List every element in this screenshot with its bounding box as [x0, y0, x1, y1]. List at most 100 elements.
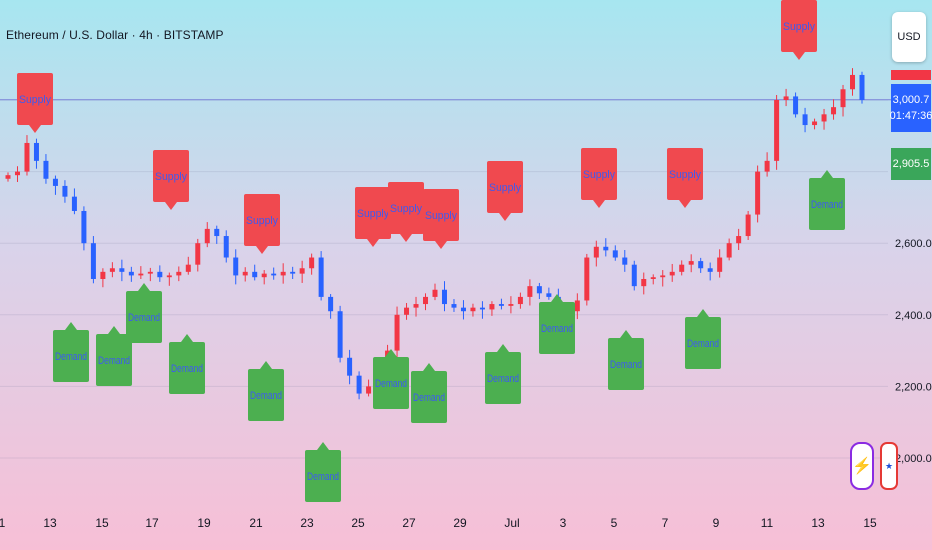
- currency-button[interactable]: USD: [892, 12, 926, 62]
- supply-label[interactable]: Supply: [355, 187, 391, 247]
- x-tick-label: 23: [300, 516, 314, 530]
- lightning-logo-icon[interactable]: ⚡: [850, 442, 874, 490]
- supply-label[interactable]: Supply: [388, 182, 424, 242]
- candle-body: [726, 243, 732, 258]
- demand-label[interactable]: Demand: [411, 363, 447, 423]
- candle-body: [660, 275, 666, 278]
- candle-body: [33, 142, 39, 161]
- demand-label-text: Demand: [487, 373, 519, 385]
- demand-label[interactable]: Demand: [305, 442, 341, 502]
- candle-body: [404, 307, 410, 315]
- demand-label[interactable]: Demand: [485, 344, 521, 404]
- candle-body: [641, 279, 647, 287]
- demand-label[interactable]: Demand: [685, 309, 721, 369]
- candle-body: [176, 271, 182, 276]
- candle-body: [755, 171, 761, 215]
- demand-label-text: Demand: [811, 199, 843, 211]
- candle-body: [688, 261, 694, 265]
- candle-body: [451, 304, 457, 308]
- demand-label[interactable]: Demand: [53, 322, 89, 382]
- candle-body: [157, 271, 163, 278]
- candle-body: [470, 307, 476, 312]
- candle-body: [650, 277, 656, 279]
- candle-body: [460, 307, 466, 312]
- symbol-header[interactable]: Ethereum / U.S. Dollar · 4h · BITSTAMP: [6, 28, 224, 42]
- candle-body: [831, 107, 837, 115]
- supply-label[interactable]: Supply: [153, 150, 189, 210]
- demand-label[interactable]: Demand: [809, 170, 845, 230]
- candle-body: [821, 114, 827, 122]
- demand-label[interactable]: Demand: [126, 283, 162, 343]
- candle-body: [527, 286, 533, 297]
- x-tick-label: 11: [761, 516, 774, 530]
- candle-body: [147, 271, 153, 274]
- candle-body: [774, 100, 780, 161]
- supply-label[interactable]: Supply: [781, 0, 817, 60]
- x-tick-label: 19: [197, 516, 211, 530]
- flag-logo-icon[interactable]: ★: [880, 442, 898, 490]
- supply-label-text: Supply: [583, 169, 615, 181]
- candle-body: [850, 74, 856, 90]
- candle-body: [432, 289, 438, 297]
- candle-body: [252, 271, 258, 278]
- supply-label[interactable]: Supply: [423, 189, 459, 249]
- supply-label-text: Supply: [19, 94, 51, 106]
- candle-body: [309, 257, 315, 269]
- demand-label-text: Demand: [541, 323, 573, 335]
- candle-body: [5, 175, 11, 179]
- x-tick-label: 15: [95, 516, 109, 530]
- supply-label[interactable]: Supply: [244, 194, 280, 254]
- supply-label-text: Supply: [425, 210, 457, 222]
- demand-label[interactable]: Demand: [169, 334, 205, 394]
- supply-label[interactable]: Supply: [667, 148, 703, 208]
- x-tick-label: 13: [811, 516, 825, 530]
- candle-body: [536, 286, 542, 294]
- candle-body: [764, 160, 770, 172]
- candle-body: [280, 271, 286, 276]
- candle-body: [859, 74, 865, 100]
- high-price-marker: [891, 70, 931, 80]
- candle-body: [337, 311, 343, 358]
- candle-body: [71, 196, 77, 211]
- candle-body: [669, 271, 675, 276]
- demand-label[interactable]: Demand: [248, 361, 284, 421]
- last-price-label: 3,000.7: [892, 94, 930, 106]
- supply-label-text: Supply: [669, 169, 701, 181]
- candle-body: [62, 185, 68, 197]
- candle-body: [24, 142, 30, 172]
- y-tick-label: 2,200.0: [895, 381, 932, 393]
- x-tick-label: 3: [560, 516, 567, 530]
- x-tick-label: 9: [713, 516, 720, 530]
- demand-label[interactable]: Demand: [539, 294, 575, 354]
- candle-body: [195, 243, 201, 265]
- candle-body: [793, 96, 799, 115]
- candle-body: [109, 268, 115, 272]
- x-tick-label: 13: [43, 516, 57, 530]
- candle-body: [783, 96, 789, 100]
- candle-body: [812, 121, 818, 126]
- demand-label[interactable]: Demand: [608, 330, 644, 390]
- candle-body: [489, 304, 495, 310]
- candle-body: [347, 357, 353, 376]
- x-tick-label: 7: [662, 516, 669, 530]
- candle-body: [479, 307, 485, 310]
- candle-body: [622, 257, 628, 265]
- candle-body: [90, 243, 96, 279]
- y-tick-label: 2,400.0: [895, 310, 932, 322]
- supply-label-text: Supply: [155, 171, 187, 183]
- demand-label-text: Demand: [250, 390, 282, 402]
- candle-body: [328, 296, 334, 312]
- demand-label[interactable]: Demand: [96, 326, 132, 386]
- candle-body: [679, 264, 685, 272]
- candle-body: [138, 273, 144, 276]
- candle-body: [318, 257, 324, 297]
- supply-label[interactable]: Supply: [17, 73, 53, 133]
- supply-label[interactable]: Supply: [581, 148, 617, 208]
- supply-label[interactable]: Supply: [487, 161, 523, 221]
- demand-label-text: Demand: [413, 392, 445, 404]
- demand-label[interactable]: Demand: [373, 349, 409, 409]
- candle-body: [802, 114, 808, 126]
- demand-label-text: Demand: [55, 351, 87, 363]
- x-tick-label: Jul: [504, 516, 519, 530]
